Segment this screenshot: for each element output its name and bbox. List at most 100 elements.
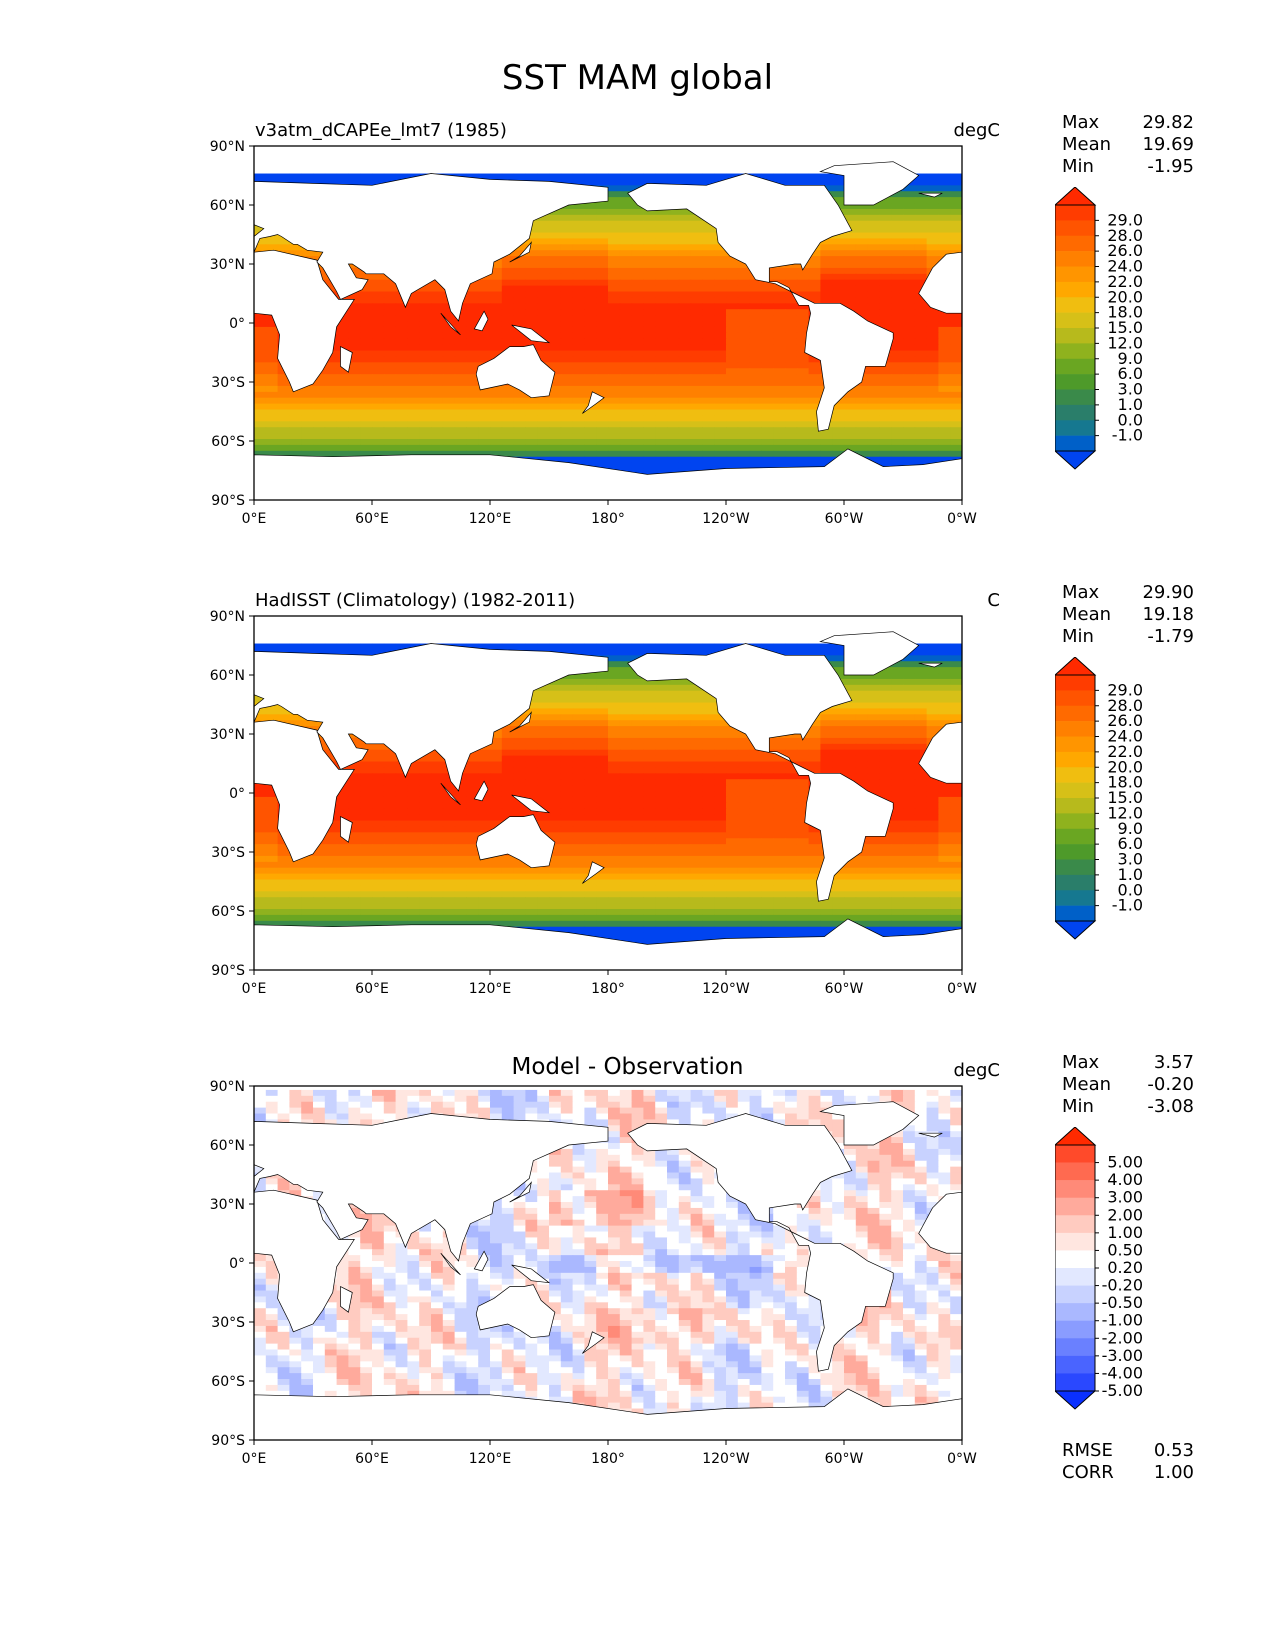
field-cell <box>431 326 444 334</box>
field-cell <box>572 344 585 352</box>
field-cell <box>867 297 880 304</box>
field-cell <box>773 273 786 281</box>
field-cell <box>714 332 727 340</box>
field-cell <box>560 297 574 304</box>
field-cell <box>855 391 869 399</box>
field-cell <box>608 684 621 692</box>
field-cell <box>761 374 774 381</box>
field-cell <box>820 714 833 721</box>
field-cell <box>879 427 892 434</box>
field-cell <box>855 220 869 228</box>
field-cell <box>855 726 869 733</box>
field-cell <box>903 714 916 721</box>
field-cell <box>537 702 550 710</box>
field-cell <box>560 415 574 422</box>
field-cell <box>737 362 751 369</box>
map-observation: 90°N60°N30°N0°30°S60°S90°S0°E 60°E 120°E 18… <box>210 609 977 997</box>
field-cell <box>584 374 597 381</box>
field-cell <box>655 749 668 757</box>
field-cell <box>572 678 585 686</box>
field-cell <box>419 755 432 763</box>
field-cell <box>431 350 444 358</box>
field-cell <box>360 297 373 304</box>
field-cell <box>608 655 621 662</box>
field-cell <box>525 226 538 234</box>
coastline <box>254 249 355 393</box>
field-cell <box>891 232 904 240</box>
field-cell <box>749 315 762 322</box>
field-cell <box>454 397 467 405</box>
field-cell <box>808 456 821 464</box>
stat-value: -1.95 <box>1147 156 1194 177</box>
field-cell <box>466 350 479 358</box>
colorbar-swatch <box>1055 205 1095 221</box>
field-cell <box>277 238 290 245</box>
field-cell <box>903 690 916 698</box>
field-cell <box>938 220 951 228</box>
field-cell <box>655 321 668 328</box>
colorbar-tick-label: 9.0 <box>1118 349 1143 368</box>
field-cell <box>903 197 916 204</box>
field-cell <box>655 291 668 299</box>
field-cell <box>466 779 479 786</box>
field-cell <box>938 368 951 375</box>
field-cell <box>631 773 644 780</box>
lat-tick-label: 60°N <box>210 198 245 214</box>
field-cell <box>277 444 290 452</box>
field-cell <box>383 332 397 340</box>
field-cell <box>395 767 408 774</box>
field-cell <box>584 303 597 310</box>
field-cell <box>596 737 609 745</box>
field-cell <box>643 749 656 757</box>
field-cell <box>726 767 739 774</box>
field-cell <box>490 403 503 411</box>
field-cell <box>808 767 821 774</box>
field-cell <box>820 279 833 287</box>
field-cell <box>785 743 798 751</box>
field-cell <box>761 285 774 293</box>
field-cell <box>619 678 633 686</box>
field-cell <box>667 338 680 346</box>
field-cell <box>867 256 880 263</box>
field-cell <box>844 303 857 310</box>
field-cell <box>549 208 562 216</box>
field-cell <box>289 444 302 452</box>
field-cell <box>879 291 892 299</box>
field-cell <box>702 385 715 393</box>
field-cell <box>560 273 574 281</box>
colorbar-swatch <box>1055 420 1095 436</box>
field-cell <box>525 755 538 763</box>
field-cell <box>678 462 692 470</box>
field-cell <box>867 427 880 434</box>
field-cell <box>525 643 538 651</box>
field-cell <box>324 649 338 656</box>
field-cell <box>549 279 562 287</box>
field-cell <box>737 767 751 774</box>
field-cell <box>324 755 338 763</box>
field-cell <box>737 415 751 422</box>
field-cell <box>490 743 503 751</box>
field-cell <box>655 702 668 710</box>
field-cell <box>572 785 585 792</box>
field-cell <box>596 450 609 458</box>
field-cell <box>643 238 656 245</box>
field-cell <box>667 462 680 470</box>
field-cell <box>537 326 550 334</box>
field-cell <box>737 749 751 757</box>
field-cell <box>395 643 408 651</box>
field-cell <box>631 297 644 304</box>
field-cell <box>773 321 786 328</box>
field-cell <box>714 397 727 405</box>
field-cell <box>667 226 680 234</box>
field-cell <box>844 427 857 434</box>
field-cell <box>737 462 751 470</box>
stat-label: Mean <box>1062 604 1112 625</box>
field-cell <box>584 267 597 275</box>
field-cell <box>395 374 408 381</box>
field-cell <box>254 714 267 721</box>
field-cell <box>572 374 585 381</box>
field-cell <box>891 197 904 204</box>
field-cell <box>796 779 810 786</box>
field-cell <box>643 421 656 428</box>
field-cell <box>903 743 916 751</box>
